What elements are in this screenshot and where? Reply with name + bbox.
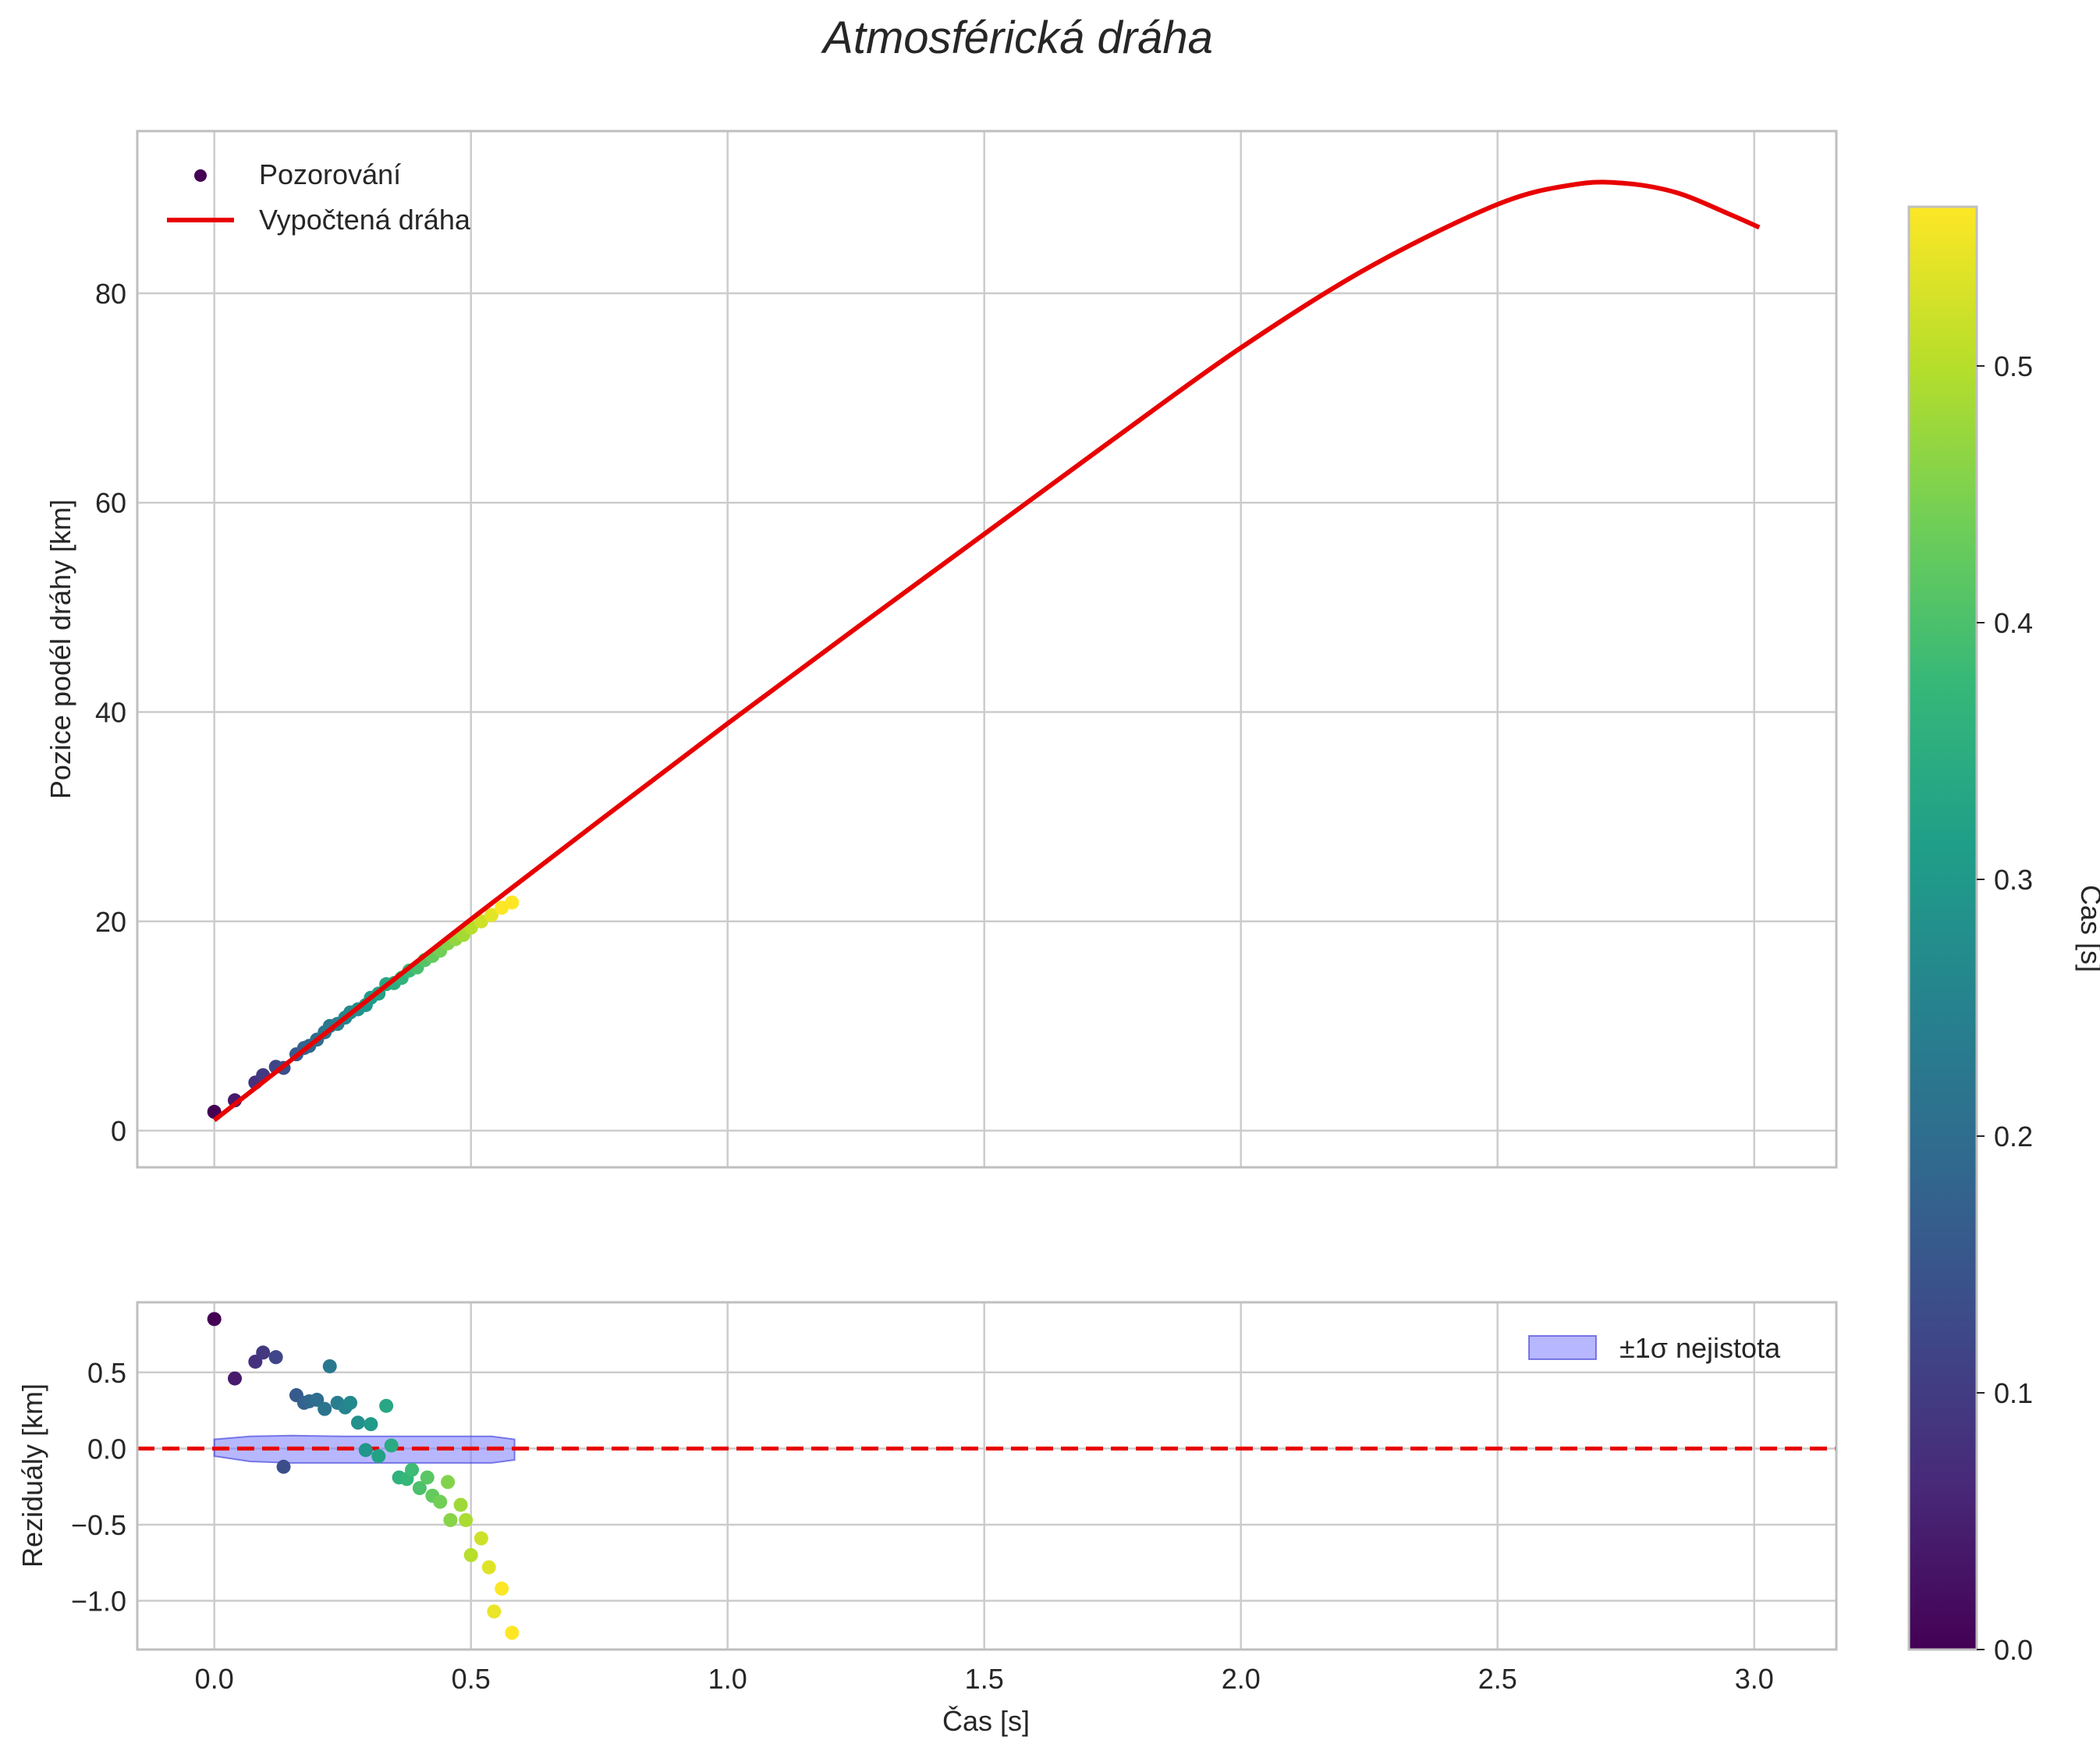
top-y-tick-label: 0 [111, 1115, 126, 1147]
x-tick-label: 0.0 [195, 1663, 234, 1695]
residual-point [364, 1417, 378, 1432]
residual-point [371, 1449, 386, 1464]
x-tick-label: 1.5 [965, 1663, 1004, 1695]
bottom-y-tick-label: 0.5 [87, 1357, 126, 1389]
legend-label-fit: Vypočtená dráha [259, 204, 471, 236]
chart-title: Atmosférická dráha [821, 12, 1213, 63]
residual-point [505, 1625, 520, 1640]
residual-point [441, 1475, 456, 1490]
colorbar-tick-label: 0.5 [1994, 350, 2033, 382]
colorbar-tick-label: 0.2 [1994, 1121, 2033, 1152]
residual-point [358, 1443, 373, 1458]
bottom-y-axis-label: Reziduály [km] [16, 1383, 48, 1568]
x-axis-label: Čas [s] [942, 1705, 1030, 1737]
residual-point [350, 1415, 365, 1430]
bottom-y-tick-label: 0.0 [87, 1433, 126, 1465]
residual-point [420, 1470, 435, 1485]
legend-label-observations: Pozorování [259, 158, 401, 190]
residual-point [481, 1560, 496, 1575]
colorbar-tick-label: 0.4 [1994, 607, 2033, 639]
colorbar-gradient [1907, 205, 1978, 1651]
top-axes-frame [136, 130, 1838, 1169]
x-tick-labels: 0.0 0.5 1.0 1.5 2.0 2.5 3.0 [195, 1663, 1774, 1695]
bottom-y-tick-labels: −1.0 −0.5 0.0 0.5 [71, 1357, 126, 1618]
colorbar: 0.0 0.1 0.2 0.3 0.4 0.5 Čas [s] [1907, 205, 2100, 1666]
bottom-panel: −1.0 −0.5 0.0 0.5 0.0 0.5 1.0 1.5 2.0 2.5 3.0 Rez… [16, 1301, 1838, 1737]
residual-point [343, 1395, 358, 1410]
observation-point [484, 907, 499, 922]
fit-curve-line [212, 179, 1761, 1123]
residual-point [268, 1350, 283, 1365]
residual-point [453, 1497, 468, 1512]
residual-point [412, 1481, 427, 1496]
top-y-tick-label: 40 [95, 696, 126, 728]
colorbar-tick-label: 0.0 [1994, 1634, 2033, 1666]
x-tick-label: 3.0 [1735, 1663, 1774, 1695]
observation-point [474, 914, 488, 929]
x-tick-label: 2.0 [1222, 1663, 1261, 1695]
bottom-y-tick-label: −0.5 [71, 1509, 126, 1541]
residual-point [322, 1358, 337, 1373]
bottom-axes-frame [136, 1301, 1838, 1651]
residual-point [459, 1513, 474, 1528]
top-grid [137, 131, 1836, 1167]
bottom-plot-area [137, 1312, 1836, 1640]
top-legend: Pozorování Vypočtená dráha [167, 158, 471, 236]
residual-point [228, 1371, 243, 1386]
colorbar-label: Čas [s] [2075, 885, 2100, 972]
residual-point [207, 1312, 222, 1326]
residual-point [443, 1513, 458, 1528]
x-tick-label: 1.0 [708, 1663, 747, 1695]
residual-point [463, 1547, 478, 1562]
residual-point [495, 1581, 509, 1596]
residual-point [384, 1438, 399, 1453]
x-tick-label: 0.5 [452, 1663, 491, 1695]
top-y-tick-label: 20 [95, 906, 126, 938]
residual-point [487, 1604, 502, 1619]
colorbar-tick-labels: 0.0 0.1 0.2 0.3 0.4 0.5 [1977, 350, 2033, 1666]
bottom-legend: ±1σ nejistota [1528, 1332, 1781, 1364]
top-plot-area [207, 179, 1761, 1123]
legend-marker-observations [194, 169, 207, 182]
observation-point [505, 895, 520, 910]
legend-patch-uncertainty [1528, 1335, 1597, 1360]
colorbar-tick-label: 0.3 [1994, 864, 2033, 896]
residual-point [276, 1459, 291, 1474]
residual-point [379, 1398, 394, 1413]
residual-point [317, 1401, 332, 1416]
bottom-y-tick-label: −1.0 [71, 1586, 126, 1618]
x-tick-label: 2.5 [1478, 1663, 1517, 1695]
top-y-axis-label: Pozice podél dráhy [km] [44, 499, 76, 799]
residual-point [405, 1462, 420, 1477]
top-panel: 0 20 40 60 80 Pozice podél dráhy [km] Pozoro… [44, 130, 1838, 1169]
residual-point [433, 1494, 448, 1509]
top-y-tick-label: 60 [95, 487, 126, 519]
top-y-tick-label: 80 [95, 278, 126, 310]
legend-label-uncertainty: ±1σ nejistota [1619, 1332, 1781, 1364]
top-y-tick-labels: 0 20 40 60 80 [95, 278, 126, 1147]
top-plot-background [137, 131, 1836, 1167]
residual-point [256, 1345, 271, 1360]
residual-point [474, 1531, 488, 1546]
colorbar-tick-label: 0.1 [1994, 1377, 2033, 1409]
